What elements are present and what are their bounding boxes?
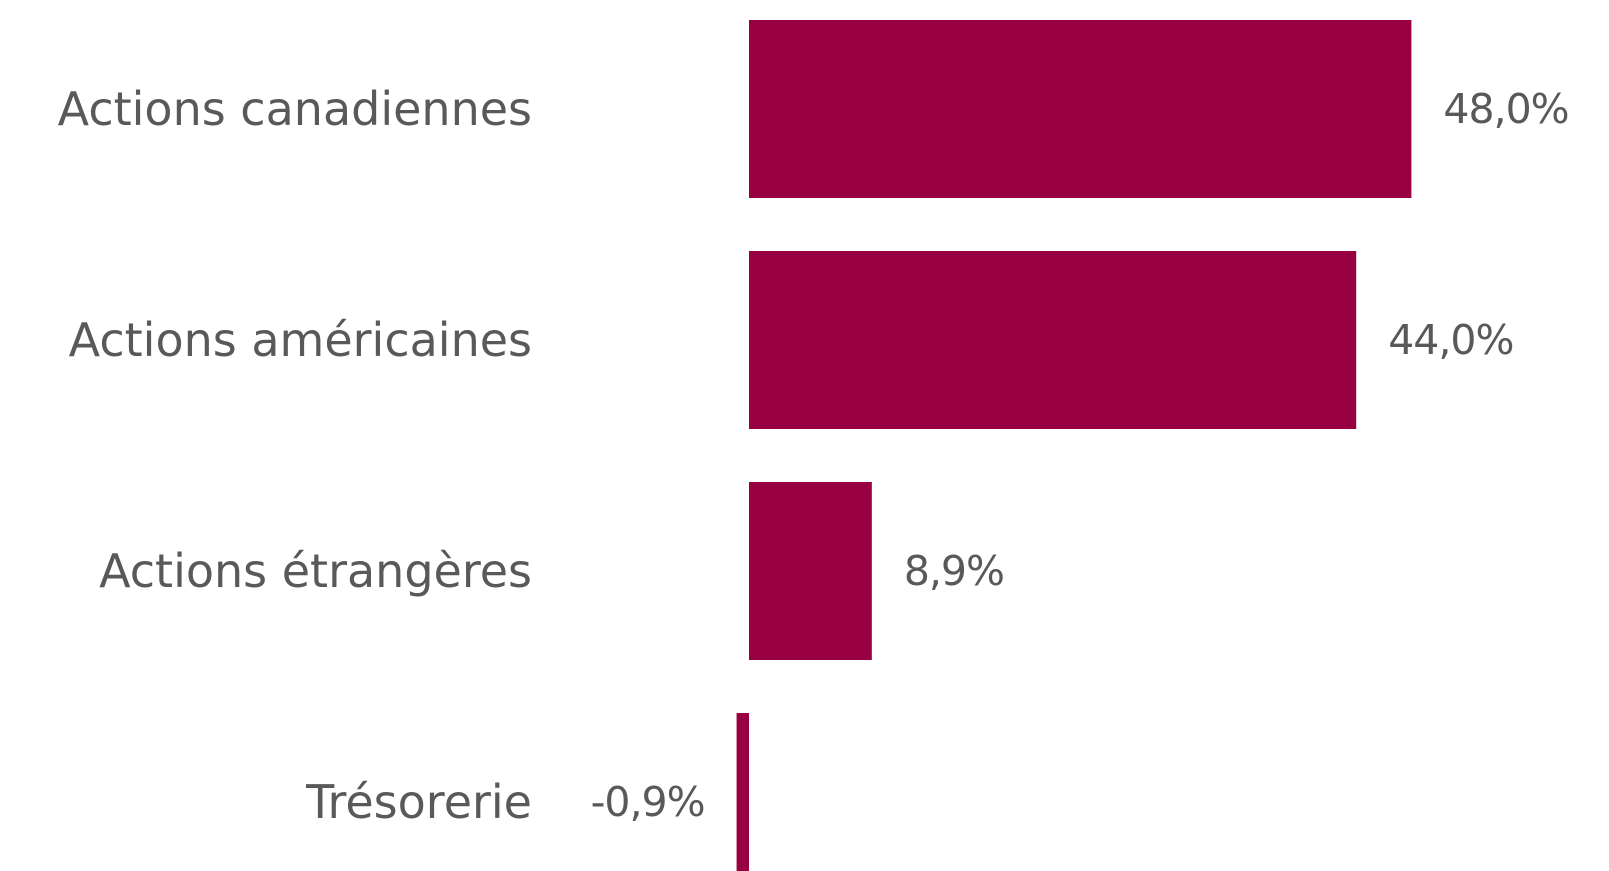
bar-0 — [749, 20, 1412, 198]
bar-2 — [749, 482, 872, 660]
bar-1 — [749, 251, 1357, 429]
bars-layer — [736, 20, 1412, 871]
value-label-2: 8,9% — [904, 547, 1004, 595]
value-label-3: -0,9% — [591, 778, 705, 826]
category-label-2: Actions étrangères — [99, 544, 532, 598]
bar-3 — [736, 713, 749, 871]
category-label-0: Actions canadiennes — [58, 82, 532, 136]
category-label-1: Actions américaines — [69, 313, 532, 367]
value-label-0: 48,0% — [1443, 85, 1568, 133]
value-label-1: 44,0% — [1388, 316, 1513, 364]
category-label-3: Trésorerie — [305, 775, 532, 829]
labels-layer: Actions canadiennes 48,0% Actions américai… — [58, 82, 1570, 829]
